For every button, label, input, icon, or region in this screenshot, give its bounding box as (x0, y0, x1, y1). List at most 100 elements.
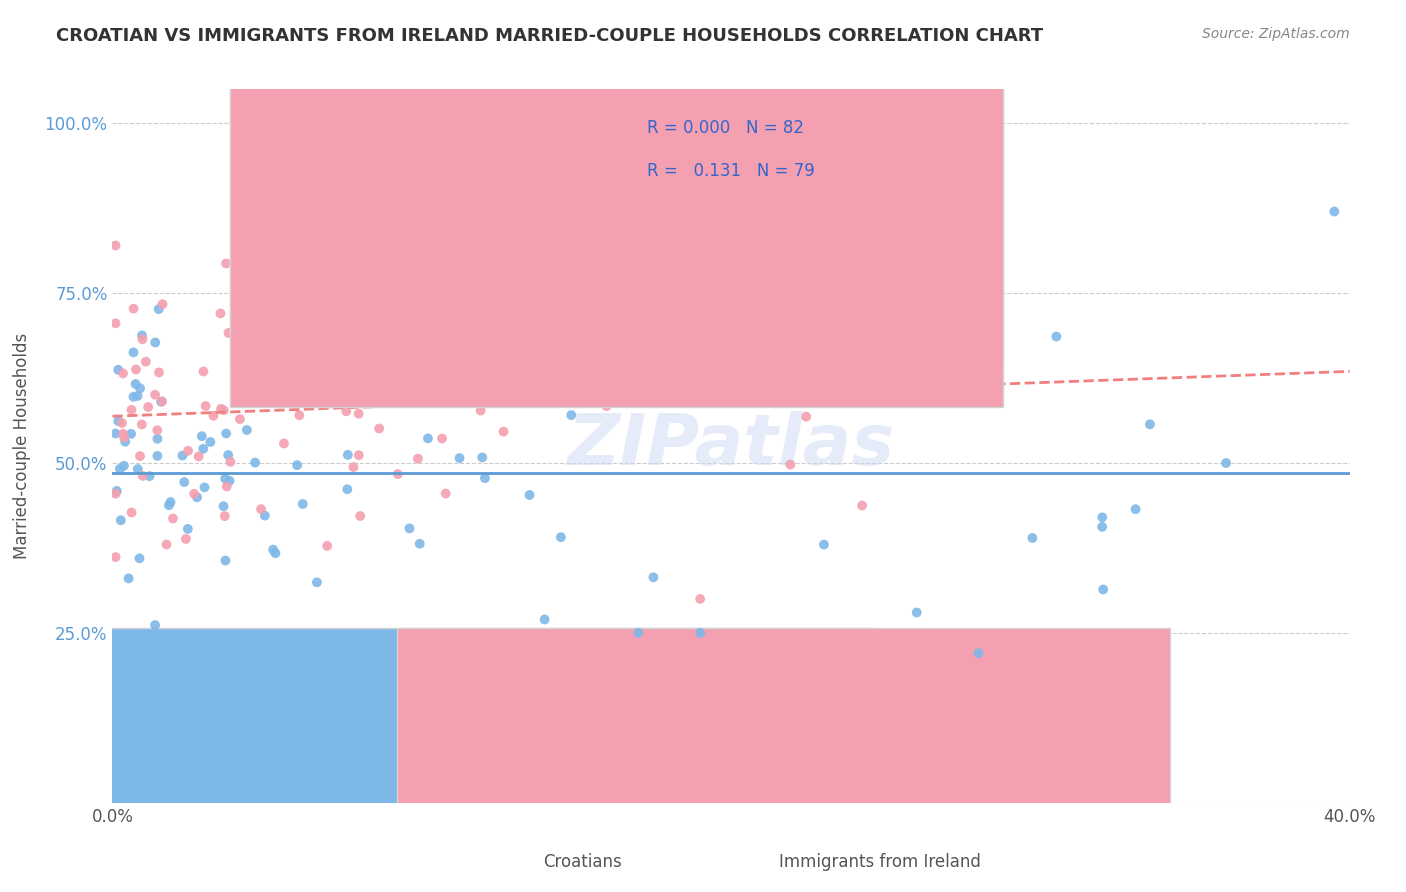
Point (262, 542, 284, 557)
Point (121, 506, 143, 520)
Text: R = 0.000   N = 82: R = 0.000 N = 82 (647, 120, 804, 137)
Point (336, 482, 359, 496)
Point (250, 502, 273, 516)
Point (349, 509, 371, 524)
Point (352, 386, 374, 401)
Point (212, 499, 235, 513)
Point (560, 408, 582, 422)
Point (214, 472, 236, 486)
Point (475, 306, 498, 320)
Point (967, 646, 990, 660)
Point (114, 434, 136, 449)
Point (492, 425, 515, 439)
Point (1091, 510, 1114, 524)
Point (434, 486, 457, 500)
Point (174, 532, 197, 546)
Point (122, 390, 145, 404)
Point (342, 460, 364, 475)
Point (107, 363, 129, 377)
Point (834, 337, 856, 351)
Point (122, 345, 145, 359)
Point (148, 302, 170, 317)
Point (264, 546, 287, 560)
Point (368, 421, 391, 435)
Point (307, 285, 329, 300)
Point (316, 539, 339, 553)
Point (266, 347, 288, 361)
Point (155, 537, 177, 551)
Point (127, 670, 149, 684)
Point (285, 458, 308, 472)
Point (905, 606, 928, 620)
Text: Croatians: Croatians (543, 853, 621, 871)
Point (200, 435, 222, 450)
Point (347, 448, 370, 462)
Point (931, 350, 953, 364)
Point (209, 401, 232, 416)
FancyBboxPatch shape (100, 628, 873, 892)
Point (108, 462, 131, 476)
Point (1091, 520, 1114, 534)
Point (127, 389, 149, 403)
FancyBboxPatch shape (571, 103, 917, 211)
Point (449, 451, 471, 466)
Point (219, 455, 242, 469)
Text: CROATIAN VS IMMIGRANTS FROM IRELAND MARRIED-COUPLE HOUSEHOLDS CORRELATION CHART: CROATIAN VS IMMIGRANTS FROM IRELAND MARR… (56, 27, 1043, 45)
Point (135, 354, 157, 368)
Point (533, 612, 555, 626)
Point (150, 394, 173, 409)
Point (778, 378, 800, 392)
Point (215, 256, 238, 270)
Point (430, 432, 453, 446)
Point (678, 331, 700, 345)
Point (124, 376, 146, 391)
Point (110, 513, 132, 527)
Point (112, 367, 135, 381)
Point (193, 442, 215, 456)
Point (586, 227, 609, 241)
Point (187, 450, 209, 464)
Point (624, 339, 647, 353)
Point (288, 409, 311, 423)
Point (305, 575, 328, 590)
Point (214, 553, 236, 567)
Point (218, 474, 240, 488)
Point (148, 366, 170, 380)
Point (177, 522, 200, 536)
Point (194, 399, 217, 413)
Point (291, 497, 314, 511)
Point (146, 432, 169, 446)
Point (104, 486, 127, 500)
Point (143, 335, 166, 350)
Point (107, 414, 129, 428)
Point (112, 430, 135, 444)
Point (627, 626, 650, 640)
Point (193, 364, 215, 378)
Point (162, 511, 184, 525)
Point (794, 409, 817, 424)
Point (689, 591, 711, 606)
Point (236, 423, 259, 437)
Point (471, 450, 494, 465)
Point (1125, 502, 1147, 516)
Point (111, 416, 134, 430)
Point (779, 458, 801, 472)
Point (229, 412, 252, 426)
Point (104, 316, 127, 330)
Point (215, 426, 238, 441)
Point (350, 374, 373, 388)
Point (409, 537, 432, 551)
Point (131, 332, 153, 346)
Point (143, 388, 166, 402)
Point (644, 390, 666, 404)
Point (813, 537, 835, 551)
Point (380, 255, 402, 269)
Point (104, 238, 127, 252)
Point (143, 618, 166, 632)
Text: Immigrants from Ireland: Immigrants from Ireland (779, 853, 980, 871)
Point (120, 402, 142, 417)
FancyBboxPatch shape (231, 0, 1004, 364)
Point (337, 318, 360, 332)
Point (152, 297, 174, 311)
Point (112, 458, 135, 473)
